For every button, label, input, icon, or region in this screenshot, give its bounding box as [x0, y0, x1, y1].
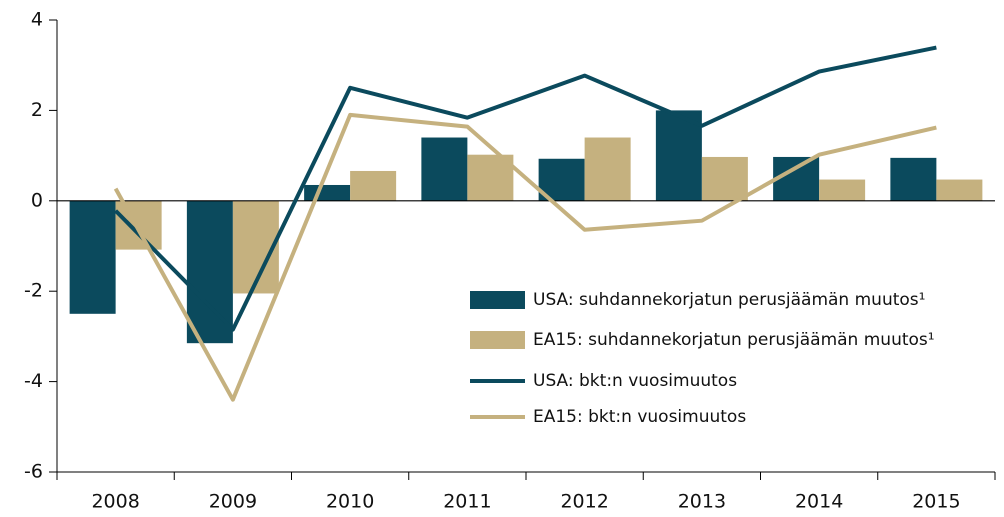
bar: [584, 137, 631, 201]
bar: [819, 179, 866, 201]
bar: [350, 170, 397, 201]
y-tick-label: 2: [31, 99, 43, 121]
bar: [773, 156, 820, 201]
y-tick-label: -4: [24, 370, 43, 392]
x-tick-label: 2011: [443, 491, 491, 513]
bar: [655, 110, 702, 201]
line: [113, 112, 937, 402]
legend-label: EA15: suhdannekorjatun perusjäämän muuto…: [533, 330, 935, 350]
y-tick-label: -6: [24, 461, 43, 483]
y-tick-label: -2: [24, 280, 43, 302]
x-tick-label: 2014: [795, 491, 843, 513]
x-tick-label: 2010: [326, 491, 374, 513]
legend-swatch: [470, 291, 525, 309]
bar: [115, 200, 162, 250]
x-tick-label: 2008: [91, 491, 139, 513]
legend-label: EA15: bkt:n vuosimuutos: [533, 407, 746, 427]
legend-swatch: [470, 331, 525, 349]
bar: [890, 157, 937, 201]
bar: [304, 184, 351, 201]
bar: [69, 200, 116, 314]
legend-label: USA: suhdannekorjatun perusjäämän muutos…: [533, 290, 925, 310]
legend-label: USA: bkt:n vuosimuutos: [533, 371, 737, 391]
x-tick-label: 2015: [912, 491, 960, 513]
x-tick-label: 2012: [560, 491, 608, 513]
bar: [701, 156, 748, 201]
x-tick-label: 2009: [209, 491, 257, 513]
bar: [421, 137, 468, 201]
y-tick-label: 0: [31, 189, 43, 211]
line: [114, 45, 937, 332]
y-tick-label: 4: [31, 9, 43, 31]
bar: [936, 179, 983, 201]
x-tick-label: 2013: [678, 491, 726, 513]
